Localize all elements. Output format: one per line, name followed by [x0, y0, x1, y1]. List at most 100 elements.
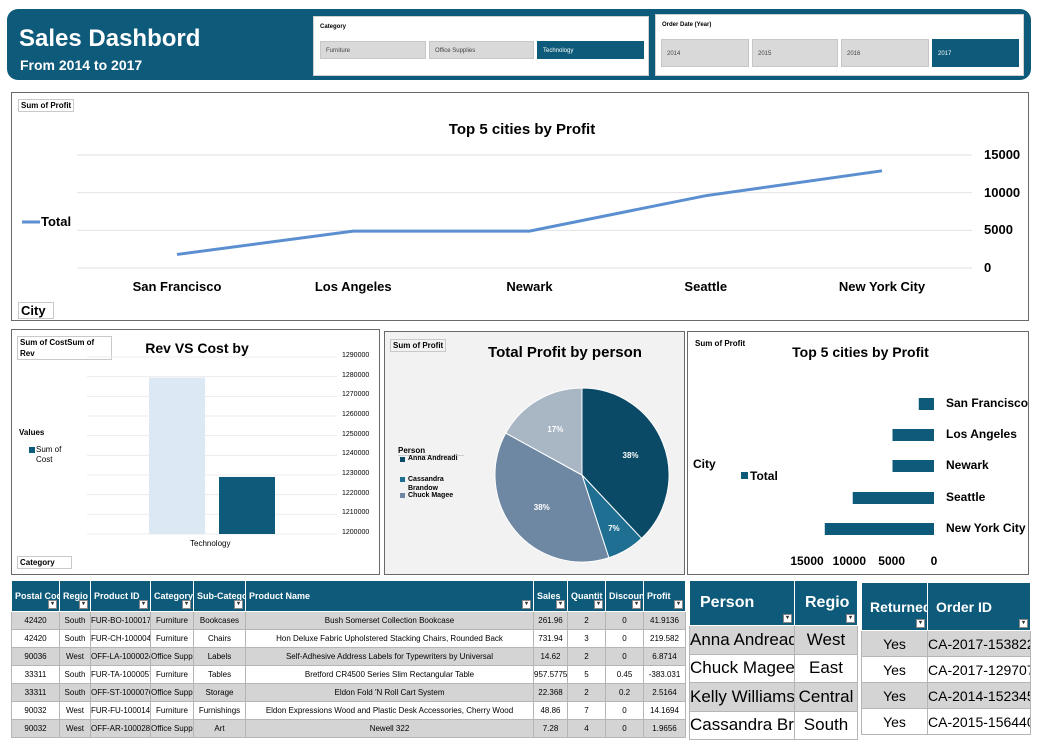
table-cell[interactable]: Yes: [861, 656, 928, 683]
field-tag[interactable]: Sum of Profit: [18, 99, 75, 112]
column-header-returned[interactable]: Returned ▾: [861, 582, 928, 631]
slicer-item-2015[interactable]: 2015: [752, 39, 838, 67]
filter-dropdown-icon[interactable]: ▾: [556, 600, 565, 609]
table-cell[interactable]: 731.94: [533, 629, 568, 648]
table-cell[interactable]: CA-2015-156440: [927, 708, 1031, 735]
column-header-postal-cod[interactable]: Postal Cod ▾: [11, 580, 60, 612]
table-cell[interactable]: South: [59, 665, 91, 684]
column-header-sales[interactable]: Sales ▾: [533, 580, 568, 612]
table-cell[interactable]: Furnishings: [193, 701, 246, 720]
table-cell[interactable]: 2: [567, 611, 606, 630]
column-header-sub-categor[interactable]: Sub-Categor▾: [193, 580, 246, 612]
axis-field-tag[interactable]: Category: [17, 556, 72, 569]
table-cell[interactable]: 7.28: [533, 719, 568, 738]
table-cell[interactable]: 48.86: [533, 701, 568, 720]
column-header-product-name[interactable]: Product Name ▾: [245, 580, 534, 612]
table-cell[interactable]: Bush Somerset Collection Bookcase: [245, 611, 534, 630]
filter-dropdown-icon[interactable]: ▾: [79, 600, 88, 609]
table-cell[interactable]: 14.62: [533, 647, 568, 666]
filter-dropdown-icon[interactable]: ▾: [674, 600, 683, 609]
table-cell[interactable]: 22.368: [533, 683, 568, 702]
table-cell[interactable]: Labels: [193, 647, 246, 666]
column-header-product-id[interactable]: Product ID ▾: [90, 580, 151, 612]
table-cell[interactable]: Cassandra Brandow: [689, 710, 795, 740]
table-cell[interactable]: Chuck Magee: [689, 653, 795, 683]
table-cell[interactable]: Hon Deluxe Fabric Upholstered Stacking C…: [245, 629, 534, 648]
table-cell[interactable]: 33311: [11, 665, 60, 684]
column-header-category[interactable]: Category ▾: [150, 580, 194, 612]
table-cell[interactable]: South: [59, 629, 91, 648]
slicer-item-2014[interactable]: 2014: [661, 39, 749, 67]
table-cell[interactable]: 41.9136: [643, 611, 686, 630]
slicer-item-2016[interactable]: 2016: [841, 39, 929, 67]
table-cell[interactable]: 261.96: [533, 611, 568, 630]
filter-dropdown-icon[interactable]: ▾: [846, 614, 855, 623]
table-cell[interactable]: CA-2017-129707: [927, 656, 1031, 683]
table-cell[interactable]: 0: [605, 611, 644, 630]
axis-field-tag[interactable]: City: [693, 457, 716, 471]
table-cell[interactable]: West: [59, 719, 91, 738]
table-cell[interactable]: Furniture: [150, 611, 194, 630]
table-cell[interactable]: OFF-LA-10000240: [90, 647, 151, 666]
filter-dropdown-icon[interactable]: ▾: [594, 600, 603, 609]
table-cell[interactable]: 90032: [11, 719, 60, 738]
filter-dropdown-icon[interactable]: ▾: [139, 600, 148, 609]
table-cell[interactable]: West: [59, 647, 91, 666]
table-cell[interactable]: CA-2014-152345: [927, 682, 1031, 709]
slicer-item-furniture[interactable]: Furniture: [320, 41, 426, 59]
table-cell[interactable]: Chairs: [193, 629, 246, 648]
table-cell[interactable]: FUR-FU-10001487: [90, 701, 151, 720]
filter-dropdown-icon[interactable]: ▾: [632, 600, 641, 609]
table-cell[interactable]: South: [59, 683, 91, 702]
table-cell[interactable]: Office Supplies: [150, 647, 194, 666]
table-cell[interactable]: 4: [567, 719, 606, 738]
table-cell[interactable]: South: [794, 710, 858, 740]
table-cell[interactable]: Self-Adhesive Address Labels for Typewri…: [245, 647, 534, 666]
table-cell[interactable]: Tables: [193, 665, 246, 684]
filter-dropdown-icon[interactable]: ▾: [234, 600, 243, 609]
filter-dropdown-icon[interactable]: ▾: [48, 600, 57, 609]
filter-dropdown-icon[interactable]: ▾: [916, 619, 925, 628]
field-tag[interactable]: Sum of Profit: [390, 339, 447, 352]
column-header-profit[interactable]: Profit ▾: [643, 580, 686, 612]
slicer-item-2017[interactable]: 2017: [932, 39, 1019, 67]
table-cell[interactable]: Anna Andreadi: [689, 625, 795, 655]
table-cell[interactable]: 2.5164: [643, 683, 686, 702]
table-cell[interactable]: West: [59, 701, 91, 720]
table-cell[interactable]: Furniture: [150, 701, 194, 720]
field-tag[interactable]: Sum of CostSum of Rev: [17, 336, 112, 360]
table-cell[interactable]: Office Supplies: [150, 683, 194, 702]
table-cell[interactable]: Yes: [861, 630, 928, 657]
column-header-person[interactable]: Person ▾: [689, 580, 795, 626]
table-cell[interactable]: 42420: [11, 629, 60, 648]
table-cell[interactable]: 14.1694: [643, 701, 686, 720]
column-header-regio[interactable]: Regio ▾: [794, 580, 858, 626]
filter-dropdown-icon[interactable]: ▾: [522, 600, 531, 609]
field-tag[interactable]: Sum of Profit: [693, 338, 748, 349]
table-cell[interactable]: Yes: [861, 682, 928, 709]
column-header-discoun[interactable]: Discoun ▾: [605, 580, 644, 612]
table-cell[interactable]: 33311: [11, 683, 60, 702]
table-cell[interactable]: FUR-CH-10000454: [90, 629, 151, 648]
table-cell[interactable]: 2: [567, 683, 606, 702]
table-cell[interactable]: 957.5775: [533, 665, 568, 684]
table-cell[interactable]: Bretford CR4500 Series Slim Rectangular …: [245, 665, 534, 684]
slicer-item-technology[interactable]: Technology: [537, 41, 644, 59]
table-cell[interactable]: Furniture: [150, 629, 194, 648]
table-cell[interactable]: 3: [567, 629, 606, 648]
table-cell[interactable]: Eldon Expressions Wood and Plastic Desk …: [245, 701, 534, 720]
filter-dropdown-icon[interactable]: ▾: [783, 614, 792, 623]
table-cell[interactable]: 0: [605, 701, 644, 720]
table-cell[interactable]: 90032: [11, 701, 60, 720]
table-cell[interactable]: 5: [567, 665, 606, 684]
table-cell[interactable]: Furniture: [150, 665, 194, 684]
table-cell[interactable]: 0.2: [605, 683, 644, 702]
table-cell[interactable]: 0.45: [605, 665, 644, 684]
table-cell[interactable]: Yes: [861, 708, 928, 735]
table-cell[interactable]: Bookcases: [193, 611, 246, 630]
table-cell[interactable]: Kelly Williams: [689, 682, 795, 712]
table-cell[interactable]: 7: [567, 701, 606, 720]
table-cell[interactable]: 2: [567, 647, 606, 666]
axis-field-tag[interactable]: City: [18, 302, 54, 319]
filter-dropdown-icon[interactable]: ▾: [1019, 619, 1028, 628]
